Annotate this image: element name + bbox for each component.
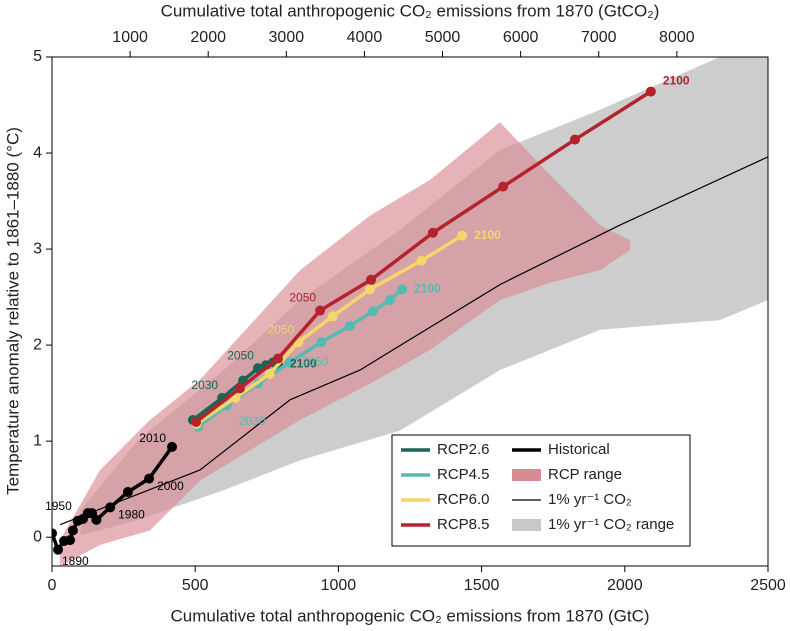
lines xyxy=(52,86,768,555)
data-point xyxy=(122,487,133,498)
data-point xyxy=(384,294,395,305)
y-tick-label: 5 xyxy=(33,48,42,65)
data-point xyxy=(645,86,656,97)
x2-tick-label: 1000 xyxy=(112,29,148,46)
series-line xyxy=(195,234,464,426)
point-label: 1890 xyxy=(62,554,89,568)
point-label: 2000 xyxy=(157,479,184,493)
series-line xyxy=(59,156,768,526)
legend-label: RCP8.5 xyxy=(437,516,490,533)
data-point xyxy=(344,320,355,331)
data-point xyxy=(67,525,78,536)
data-point xyxy=(272,353,283,364)
data-point xyxy=(91,514,102,525)
legend-label: RCP range xyxy=(548,466,622,483)
point-label: 2050 xyxy=(268,322,295,336)
x-tick-label: 1500 xyxy=(464,577,500,594)
x-tick-label: 2500 xyxy=(750,577,786,594)
y-tick-label: 2 xyxy=(33,336,42,353)
legend-label: RCP4.5 xyxy=(437,466,490,483)
y-axis-title: Temperature anomaly relative to 1861–188… xyxy=(3,127,22,495)
legend-swatch xyxy=(512,519,541,531)
legend-label: RCP2.6 xyxy=(437,441,490,458)
data-point xyxy=(364,284,375,295)
legend-label: RCP6.0 xyxy=(437,491,490,508)
x2-tick-label: 8000 xyxy=(659,29,695,46)
data-point xyxy=(234,383,245,394)
point-label: 1950 xyxy=(45,499,72,513)
range-band xyxy=(60,122,630,566)
y-tick-label: 3 xyxy=(33,240,42,257)
data-point xyxy=(167,441,178,452)
data-point xyxy=(457,230,468,241)
data-point xyxy=(498,181,509,192)
point-label: 2050 xyxy=(289,291,316,305)
x2-tick-label: 7000 xyxy=(581,29,617,46)
point-label: 2100 xyxy=(290,356,317,370)
x-tick-label: 2000 xyxy=(607,577,643,594)
y-tick-label: 4 xyxy=(33,144,42,161)
legend: RCP2.6 RCP4.5 RCP6.0 RCP8.5 Historical RCP ra… xyxy=(401,441,674,533)
data-point xyxy=(316,337,327,348)
data-point xyxy=(396,284,407,295)
point-label: 2100 xyxy=(414,282,441,296)
bands xyxy=(60,57,768,566)
data-point xyxy=(144,473,155,484)
data-point xyxy=(315,305,326,316)
point-label: 2050 xyxy=(227,348,254,362)
data-point xyxy=(427,227,438,238)
data-point xyxy=(569,134,580,145)
data-point xyxy=(367,306,378,317)
x-axis-title: Cumulative total anthropogenic CO₂ emiss… xyxy=(170,606,649,625)
x2-tick-label: 2000 xyxy=(190,29,226,46)
plot-frame xyxy=(51,56,769,567)
data-point xyxy=(264,368,275,379)
x2-axis-title: Cumulative total anthropogenic CO₂ emiss… xyxy=(161,1,660,20)
x-tick-label: 500 xyxy=(182,577,209,594)
data-point xyxy=(52,528,57,539)
legend-swatch xyxy=(512,469,541,481)
x-tick-label: 1000 xyxy=(321,577,357,594)
legend-label: 1% yr⁻¹ CO₂ range xyxy=(548,516,674,533)
point-label: 2030 xyxy=(239,414,266,428)
data-point xyxy=(416,255,427,266)
point-label: 2100 xyxy=(663,74,690,88)
point-label: 1980 xyxy=(118,508,145,522)
data-point xyxy=(191,416,202,427)
data-point xyxy=(105,502,116,513)
x2-tick-label: 6000 xyxy=(503,29,539,46)
point-label: 2050 xyxy=(302,355,329,369)
y-tick-label: 0 xyxy=(33,528,42,545)
x2-tick-label: 3000 xyxy=(269,29,305,46)
legend-label: Historical xyxy=(548,441,610,458)
x-tick-label: 0 xyxy=(48,577,57,594)
x2-tick-label: 4000 xyxy=(347,29,383,46)
y-tick-label: 1 xyxy=(33,432,42,449)
data-point xyxy=(284,357,295,368)
point-label: 2100 xyxy=(474,228,501,242)
data-point xyxy=(366,274,377,285)
point-label: 2010 xyxy=(139,431,166,445)
legend-label: 1% yr⁻¹ CO₂ xyxy=(548,491,632,508)
data-point xyxy=(65,535,76,546)
point-label: 2030 xyxy=(191,378,218,392)
x2-tick-label: 5000 xyxy=(425,29,461,46)
data-point xyxy=(327,311,338,322)
data-point xyxy=(53,544,64,555)
